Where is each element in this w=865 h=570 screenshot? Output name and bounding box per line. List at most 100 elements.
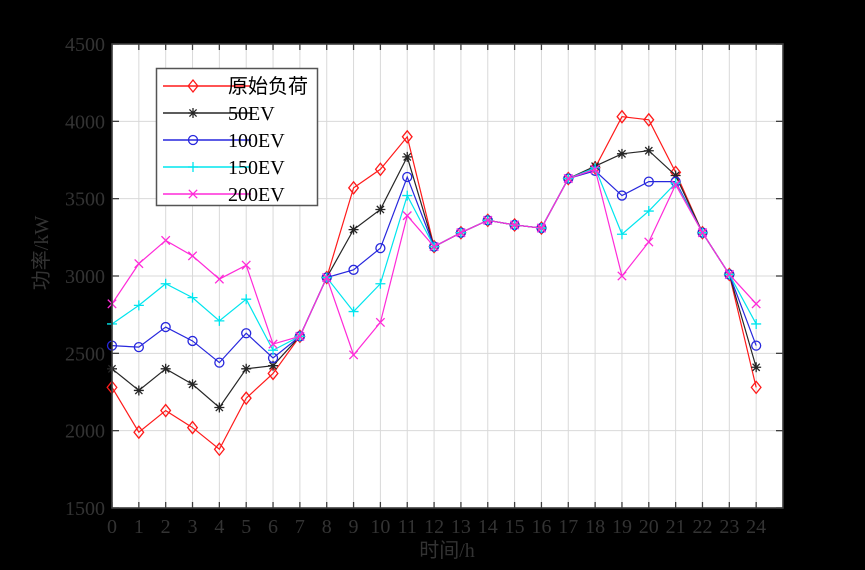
- x-tick-label: 2: [161, 516, 171, 538]
- x-tick-label: 14: [478, 516, 498, 538]
- x-marker: [134, 258, 144, 269]
- x-marker: [509, 220, 520, 230]
- legend-box: [155, 67, 319, 207]
- x-tick-label: 5: [241, 516, 251, 538]
- asterisk-marker: [643, 145, 654, 156]
- plus-marker: [616, 229, 627, 240]
- circle-marker: [160, 321, 171, 333]
- plus-marker: [214, 315, 225, 326]
- asterisk-marker: [214, 402, 225, 413]
- x-tick-label: 3: [188, 516, 198, 538]
- diamond-marker: [347, 180, 360, 195]
- circle-marker: [187, 134, 199, 146]
- asterisk-marker: [348, 224, 359, 235]
- plus-marker: [241, 294, 252, 305]
- circle-marker: [751, 340, 762, 351]
- x-marker: [429, 241, 439, 252]
- diamond-marker: [160, 403, 172, 418]
- x-tick-label: 9: [349, 516, 359, 538]
- diamond-marker: [133, 425, 145, 440]
- diamond-marker: [187, 78, 199, 94]
- plus-marker: [670, 178, 681, 189]
- x-tick-label: 0: [107, 516, 117, 538]
- x-marker: [214, 274, 225, 284]
- x-marker: [188, 189, 198, 199]
- diamond-marker: [374, 162, 387, 177]
- asterisk-marker: [268, 360, 279, 371]
- x-marker: [563, 173, 573, 184]
- series-200EV: [107, 164, 761, 360]
- asterisk-marker: [402, 151, 413, 162]
- circle-marker: [348, 264, 359, 275]
- asterisk-marker: [160, 363, 171, 374]
- x-tick-label: 4: [214, 516, 224, 538]
- diamond-marker: [535, 221, 548, 236]
- x-marker: [751, 299, 761, 309]
- x-axis-label: 时间/h: [419, 539, 475, 562]
- x-tick-label: 20: [639, 516, 659, 538]
- x-marker: [375, 317, 386, 328]
- diamond-marker: [321, 270, 333, 285]
- x-marker: [536, 223, 547, 233]
- x-tick-label: 23: [719, 516, 739, 538]
- x-tick-label: 22: [692, 516, 712, 538]
- diamond-marker: [723, 267, 735, 282]
- asterisk-marker: [751, 362, 762, 373]
- diamond-marker: [508, 217, 521, 233]
- x-marker: [724, 269, 734, 280]
- asterisk-marker: [133, 385, 144, 396]
- y-tick-label: 1500: [65, 498, 105, 520]
- legend-label-200ev: 200EV: [228, 184, 285, 206]
- x-tick-label: 18: [585, 516, 605, 538]
- legend: 原始负荷 50EV 100EV 150EV 200EV: [155, 67, 319, 207]
- x-tick-label: 19: [612, 516, 632, 538]
- legend-label-150ev: 150EV: [228, 157, 285, 179]
- plus-marker: [348, 306, 359, 317]
- diamond-marker: [267, 366, 279, 381]
- diamond-marker: [294, 329, 306, 344]
- y-tick-label: 2000: [65, 421, 105, 443]
- legend-label-original-load: 原始负荷: [228, 75, 308, 98]
- diamond-marker: [482, 213, 494, 228]
- circle-marker: [214, 357, 225, 368]
- x-marker: [590, 164, 600, 174]
- diamond-marker: [213, 442, 225, 457]
- x-marker: [348, 350, 359, 360]
- circle-marker: [241, 328, 252, 339]
- diamond-marker: [186, 420, 199, 435]
- y-tick-label: 3500: [65, 189, 105, 211]
- x-marker: [241, 260, 251, 270]
- plus-marker: [643, 206, 654, 217]
- x-tick-label: 16: [531, 516, 551, 538]
- plus-marker: [187, 292, 198, 303]
- plus-marker: [268, 345, 279, 356]
- x-tick-label: 13: [451, 516, 471, 538]
- x-tick-label: 17: [558, 516, 578, 538]
- diamond-marker: [401, 129, 413, 144]
- plus-marker: [751, 318, 762, 329]
- asterisk-marker: [616, 148, 627, 159]
- x-marker: [322, 272, 332, 283]
- legend-samples: [163, 78, 251, 199]
- x-marker: [161, 235, 171, 246]
- legend-label-100ev: 100EV: [228, 130, 285, 152]
- x-marker: [187, 251, 198, 261]
- x-tick-label: 15: [505, 516, 525, 538]
- x-tick-label: 7: [295, 516, 305, 538]
- y-tick-label: 2500: [65, 343, 105, 365]
- x-marker: [295, 331, 305, 341]
- circle-marker: [643, 176, 654, 187]
- diamond-marker: [750, 380, 762, 395]
- asterisk-marker: [241, 363, 252, 374]
- diamond-marker: [643, 112, 655, 127]
- diamond-marker: [616, 109, 628, 124]
- x-tick-label: 12: [424, 516, 444, 538]
- x-tick-label: 24: [746, 516, 766, 538]
- circle-marker: [375, 243, 386, 254]
- x-marker: [483, 215, 493, 225]
- x-tick-label: 1: [134, 516, 144, 538]
- x-marker: [697, 228, 708, 238]
- x-marker: [402, 211, 412, 221]
